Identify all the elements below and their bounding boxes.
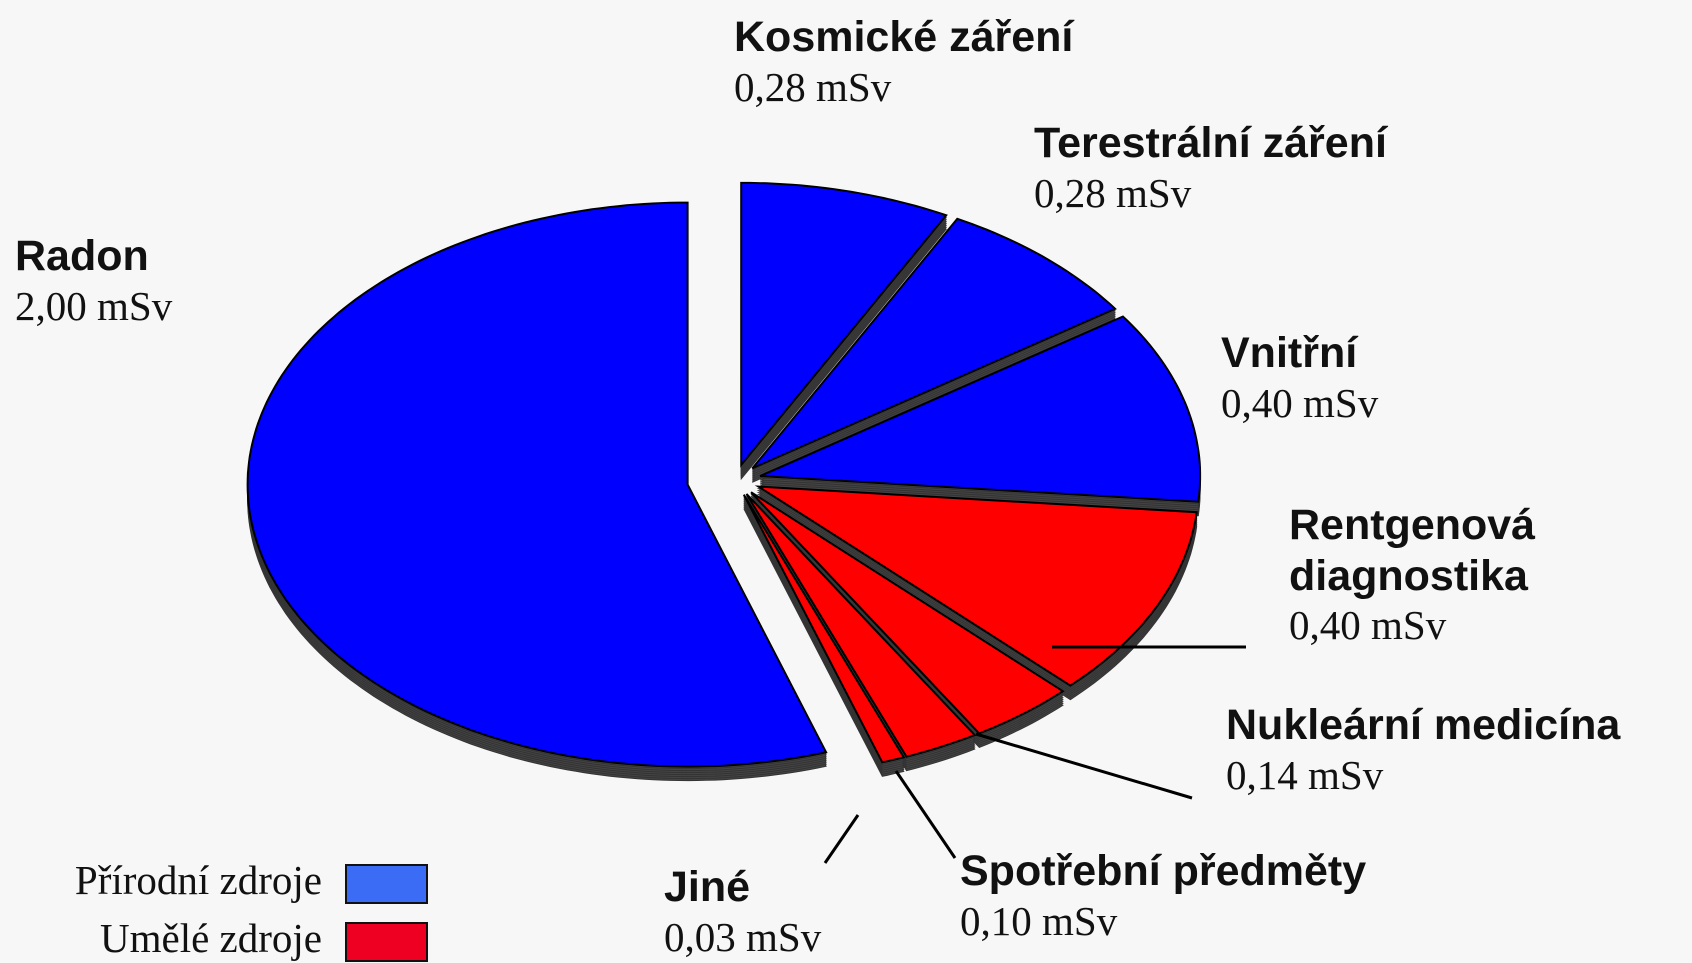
category-name: Jiné	[664, 863, 751, 911]
value-label: 0,14 mSv	[1226, 751, 1384, 798]
legend-label: Přírodní zdroje	[74, 857, 322, 903]
legend-swatch	[345, 864, 428, 904]
slice-label: Terestrální záření 0,28 mSv	[1034, 118, 1387, 217]
value-label: 0,28 mSv	[1034, 169, 1192, 216]
slice-label: Nukleární medicína 0,14 mSv	[1226, 700, 1620, 799]
slice-label: Rentgenová diagnostika 0,40 mSv	[1289, 500, 1619, 650]
value-label: 0,40 mSv	[1221, 379, 1379, 426]
slice	[750, 491, 1065, 735]
category-name: Vnitřní	[1221, 329, 1358, 377]
slice	[745, 493, 977, 758]
slice-label: Spotřební předměty 0,10 mSv	[960, 846, 1366, 945]
slice-label: Jiné 0,03 mSv	[664, 862, 821, 961]
slice	[759, 315, 1202, 503]
slice	[246, 201, 828, 768]
leader-line	[823, 814, 860, 864]
legend-label: Umělé zdroje	[100, 915, 322, 961]
slice	[751, 217, 1117, 470]
value-label: 0,03 mSv	[664, 913, 822, 960]
category-name: Nukleární medicína	[1226, 701, 1621, 749]
category-name: Spotřební předměty	[960, 847, 1367, 895]
slice	[742, 494, 906, 764]
category-name: Terestrální záření	[1034, 119, 1387, 167]
slice-label: Kosmické záření 0,28 mSv	[734, 12, 1073, 111]
slice-label: Vnitřní 0,40 mSv	[1221, 328, 1378, 427]
slice-label: Radon 2,00 mSv	[15, 231, 172, 330]
category-name: Kosmické záření	[734, 13, 1074, 61]
leader-line	[975, 732, 1193, 800]
value-label: 0,28 mSv	[734, 63, 892, 110]
value-label: 0,40 mSv	[1289, 602, 1447, 649]
value-label: 2,00 mSv	[15, 282, 173, 329]
leader-line	[894, 770, 957, 859]
category-name: Radon	[15, 232, 149, 280]
slice	[740, 181, 948, 468]
legend-swatch	[345, 922, 428, 962]
category-name: Rentgenová diagnostika	[1289, 501, 1536, 600]
value-label: 0,10 mSv	[960, 897, 1118, 944]
slice	[754, 485, 1198, 687]
